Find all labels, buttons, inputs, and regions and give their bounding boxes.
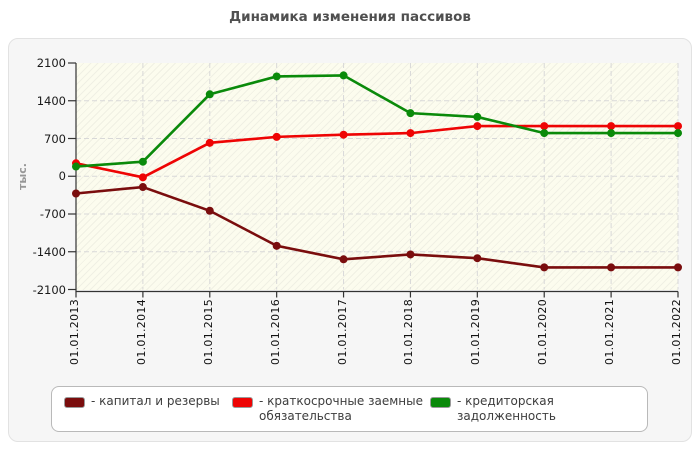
- data-point: [540, 129, 549, 138]
- chart-title: Динамика изменения пассивов: [229, 9, 471, 25]
- data-point: [339, 130, 348, 139]
- legend-entry-accounts-payable: - кредиторская задолженность: [430, 394, 627, 424]
- data-point: [72, 189, 80, 198]
- data-point: [674, 129, 682, 138]
- data-point: [540, 122, 549, 131]
- x-tick-label: 01.01.2020: [536, 299, 550, 365]
- data-point: [272, 72, 281, 81]
- data-point: [473, 122, 482, 131]
- data-point: [473, 254, 482, 263]
- x-tick-label: 01.01.2016: [268, 299, 282, 365]
- data-point: [674, 122, 682, 131]
- x-tick-label: 01.01.2021: [603, 299, 617, 365]
- y-tick-label: 1400: [36, 93, 66, 108]
- chart-canvas: [68, 62, 682, 298]
- data-point: [406, 250, 415, 259]
- legend-entry-capital: - капитал и резервы: [64, 394, 232, 409]
- data-point: [72, 162, 80, 171]
- x-tick-label: 01.01.2019: [469, 299, 483, 365]
- series-line: [75, 124, 678, 179]
- legend-label-short-term-borrowings: - краткосрочные заемные обязательства: [259, 394, 423, 423]
- legend-label-capital: - капитал и резервы: [91, 394, 220, 408]
- x-tick-label: 01.01.2014: [134, 299, 148, 365]
- data-point: [607, 263, 616, 272]
- data-point: [205, 206, 214, 215]
- y-tick-label: -2100: [32, 282, 66, 297]
- series-line: [75, 185, 678, 269]
- x-tick-label: 01.01.2022: [670, 299, 683, 365]
- x-tick-label: 01.01.2018: [402, 299, 416, 365]
- series-line: [75, 74, 678, 168]
- data-point: [607, 122, 616, 131]
- x-tick-label: 01.01.2015: [201, 299, 215, 365]
- data-point: [138, 183, 147, 192]
- legend-entry-short-term-borrowings: - краткосрочные заемные обязательства: [232, 394, 430, 424]
- data-point: [406, 109, 415, 118]
- data-point: [339, 255, 348, 264]
- data-point: [674, 263, 682, 272]
- data-point: [540, 263, 549, 272]
- y-tick-label: -700: [39, 207, 66, 221]
- data-point: [473, 112, 482, 121]
- y-tick-label: 0: [58, 169, 66, 184]
- legend: - капитал и резервы - краткосрочные заем…: [51, 386, 648, 432]
- data-point: [205, 138, 214, 147]
- legend-swatch-accounts-payable: [430, 397, 451, 408]
- chart-panel: тыс. - капитал и резервы - краткосрочные…: [8, 38, 692, 442]
- data-point: [138, 157, 147, 166]
- y-tick-label: 700: [44, 131, 66, 146]
- x-tick-label: 01.01.2013: [68, 299, 81, 365]
- legend-swatch-short-term-borrowings: [232, 397, 253, 408]
- data-point: [406, 129, 415, 138]
- y-tick-label: 2100: [36, 56, 66, 70]
- data-point: [272, 132, 281, 141]
- data-point: [607, 129, 616, 138]
- data-point: [272, 241, 281, 250]
- legend-swatch-capital: [64, 397, 85, 408]
- data-point: [205, 90, 214, 99]
- legend-label-accounts-payable: - кредиторская задолженность: [457, 394, 556, 423]
- data-point: [339, 71, 348, 80]
- x-tick-label: 01.01.2017: [335, 299, 349, 365]
- y-tick-label: -1400: [32, 244, 66, 259]
- data-point: [138, 173, 147, 182]
